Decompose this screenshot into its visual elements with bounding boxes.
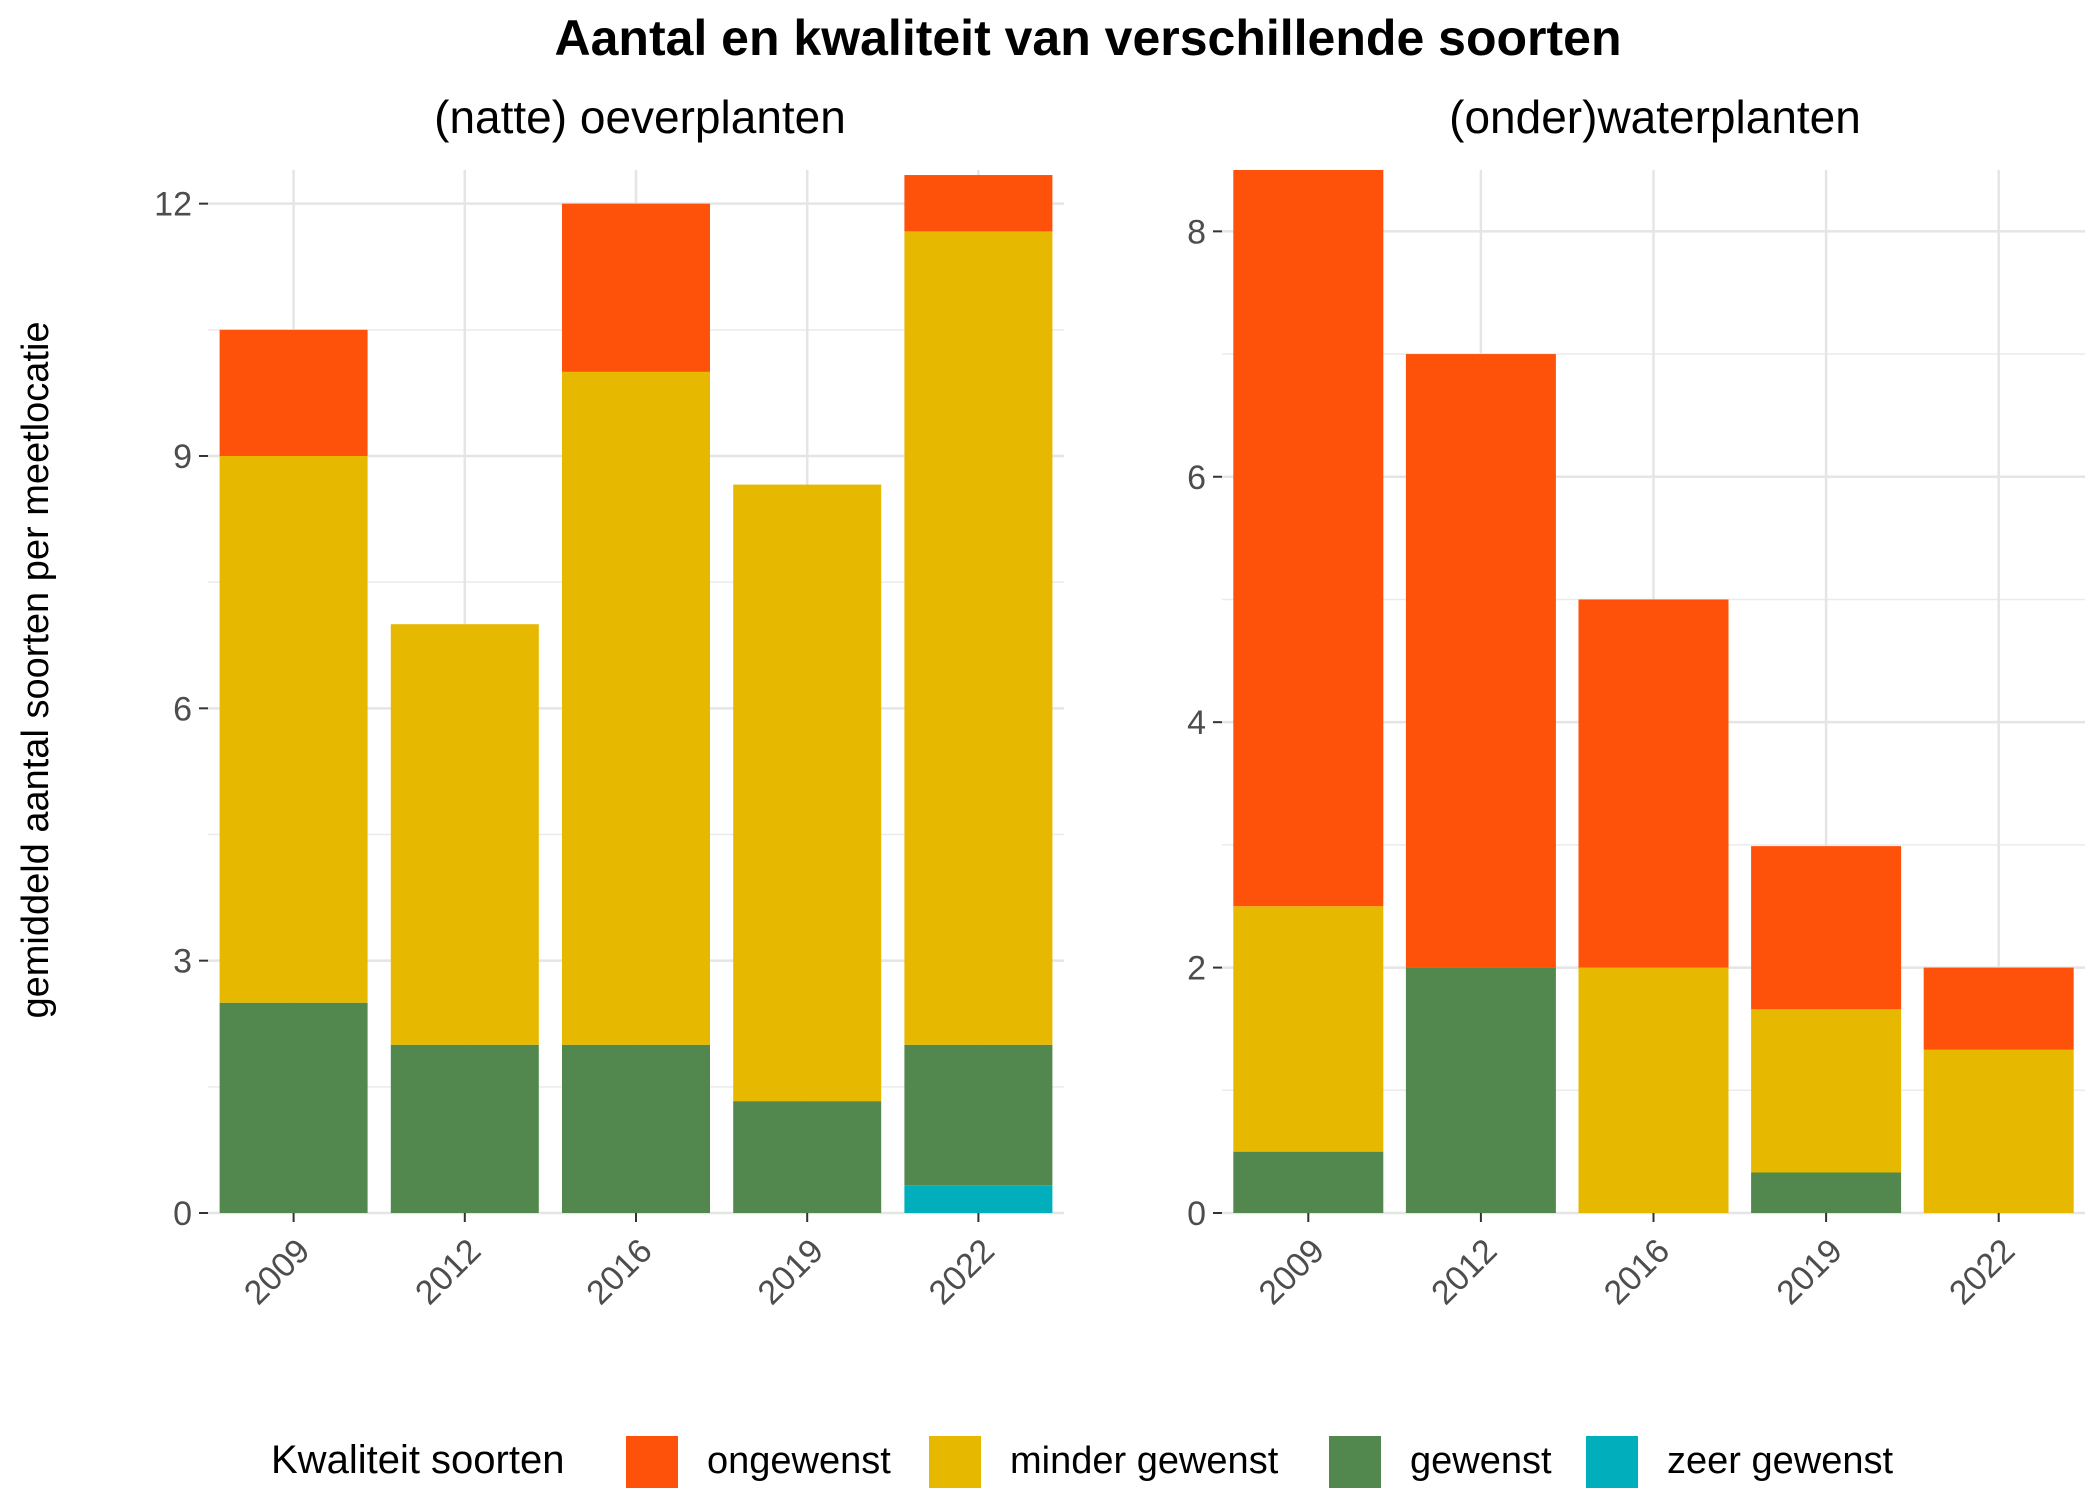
- x-tick-label: 2019: [751, 1232, 831, 1312]
- panel-oeverplanten: 0 3 6 9 12 2009 2012 2016 2019 2022: [154, 170, 1064, 1312]
- panel-waterplanten: 0 2 4 6 8 2009 2012 2016 2019 2022: [1187, 170, 2085, 1312]
- bar-2009-gewenst: [219, 1002, 368, 1213]
- x-tick-label: 2012: [1424, 1232, 1504, 1312]
- bar-2009-ongewenst: [1233, 170, 1384, 907]
- legend-swatch-zeer-gewenst: [1586, 1436, 1638, 1488]
- bar-2012-ongewenst: [1405, 354, 1556, 968]
- x-tick-label: 2016: [1597, 1232, 1677, 1312]
- y-tick-label: 0: [173, 1195, 192, 1233]
- bar-2016-minder-gewenst: [562, 371, 710, 1045]
- x-tick-label: 2022: [1942, 1232, 2022, 1312]
- bar-2022-gewenst: [904, 1044, 1053, 1186]
- legend-swatch-ongewenst: [626, 1436, 678, 1488]
- x-tick-label: 2022: [922, 1232, 1002, 1312]
- chart-title: Aantal en kwaliteit van verschillende so…: [554, 10, 1621, 66]
- bar-2022-ongewenst: [904, 175, 1053, 232]
- panel-title-waterplanten: (onder)waterplanten: [1449, 91, 1861, 143]
- y-tick-label: 2: [1187, 950, 1206, 988]
- bar-2019-gewenst: [1751, 1172, 1902, 1213]
- y-tick-label: 3: [173, 943, 192, 981]
- legend-label-gewenst: gewenst: [1410, 1440, 1552, 1482]
- bar-2009-gewenst: [1233, 1151, 1384, 1213]
- y-tick-label: 8: [1187, 213, 1206, 251]
- legend-swatch-gewenst: [1329, 1436, 1381, 1488]
- bar-2022-zeer-gewenst: [904, 1185, 1053, 1213]
- legend-label-zeer-gewenst: zeer gewenst: [1667, 1440, 1893, 1482]
- bar-2016-ongewenst: [1578, 599, 1729, 968]
- bar-2019-minder-gewenst: [1751, 1009, 1902, 1173]
- y-tick-label: 0: [1187, 1195, 1206, 1233]
- x-tick-label: 2012: [408, 1232, 488, 1312]
- legend-title: Kwaliteit soorten: [271, 1438, 564, 1482]
- x-tick-label: 2009: [1252, 1232, 1332, 1312]
- bar-2022-minder-gewenst: [904, 231, 1053, 1045]
- legend-label-minder-gewenst: minder gewenst: [1010, 1440, 1279, 1482]
- bar-2009-ongewenst: [219, 329, 368, 456]
- bar-2012-gewenst: [390, 1044, 539, 1213]
- x-tick-label: 2016: [579, 1232, 659, 1312]
- y-tick-label: 9: [173, 438, 192, 476]
- bar-2016-ongewenst: [562, 203, 710, 372]
- bar-2016-minder-gewenst: [1578, 967, 1729, 1213]
- bar-2019-gewenst: [733, 1101, 882, 1213]
- panel-title-oeverplanten: (natte) oeverplanten: [434, 91, 846, 143]
- x-tick-label: 2019: [1769, 1232, 1849, 1312]
- bar-2016-gewenst: [562, 1044, 710, 1213]
- legend: Kwaliteit soorten ongewenst minder gewen…: [271, 1436, 1893, 1488]
- bar-2022-minder-gewenst: [1923, 1049, 2074, 1213]
- y-tick-label: 6: [173, 690, 192, 728]
- bar-2019-minder-gewenst: [733, 484, 882, 1102]
- y-tick-label: 6: [1187, 459, 1206, 497]
- bar-2009-minder-gewenst: [219, 455, 368, 1003]
- y-tick-label: 4: [1187, 704, 1206, 742]
- bar-2022-ongewenst: [1923, 967, 2074, 1050]
- legend-swatch-minder-gewenst: [929, 1436, 981, 1488]
- bar-2009-minder-gewenst: [1233, 906, 1384, 1152]
- bar-2019-ongewenst: [1751, 846, 1902, 1010]
- bar-2012-gewenst: [1405, 967, 1556, 1213]
- legend-label-ongewenst: ongewenst: [707, 1440, 891, 1482]
- y-axis-title: gemiddeld aantal soorten per meetlocatie: [15, 321, 57, 1018]
- x-tick-label: 2009: [237, 1232, 317, 1312]
- bar-2012-minder-gewenst: [390, 624, 539, 1045]
- y-tick-label: 12: [154, 186, 192, 224]
